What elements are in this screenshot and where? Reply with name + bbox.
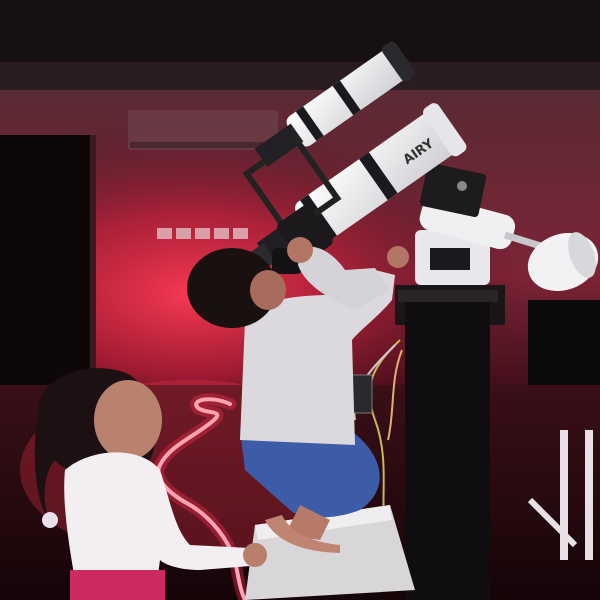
boy-head bbox=[187, 248, 277, 328]
boy-shirt bbox=[240, 270, 395, 445]
girl bbox=[34, 368, 267, 600]
telescope-mount bbox=[415, 162, 516, 285]
girl-pants bbox=[70, 570, 165, 600]
door bbox=[0, 135, 95, 385]
wall-sockets bbox=[157, 228, 248, 239]
monitor bbox=[528, 300, 600, 385]
air-conditioner bbox=[128, 110, 278, 150]
girl-face bbox=[94, 380, 162, 460]
boy-shorts bbox=[240, 430, 380, 518]
white-stand bbox=[527, 430, 593, 560]
boy-foot bbox=[265, 515, 340, 553]
ceiling-beam bbox=[0, 62, 600, 92]
girl-hand bbox=[243, 543, 267, 567]
boy bbox=[187, 237, 415, 600]
boy-hand bbox=[287, 237, 313, 263]
girl-sweater bbox=[64, 452, 263, 580]
telescope-pier bbox=[405, 300, 490, 600]
